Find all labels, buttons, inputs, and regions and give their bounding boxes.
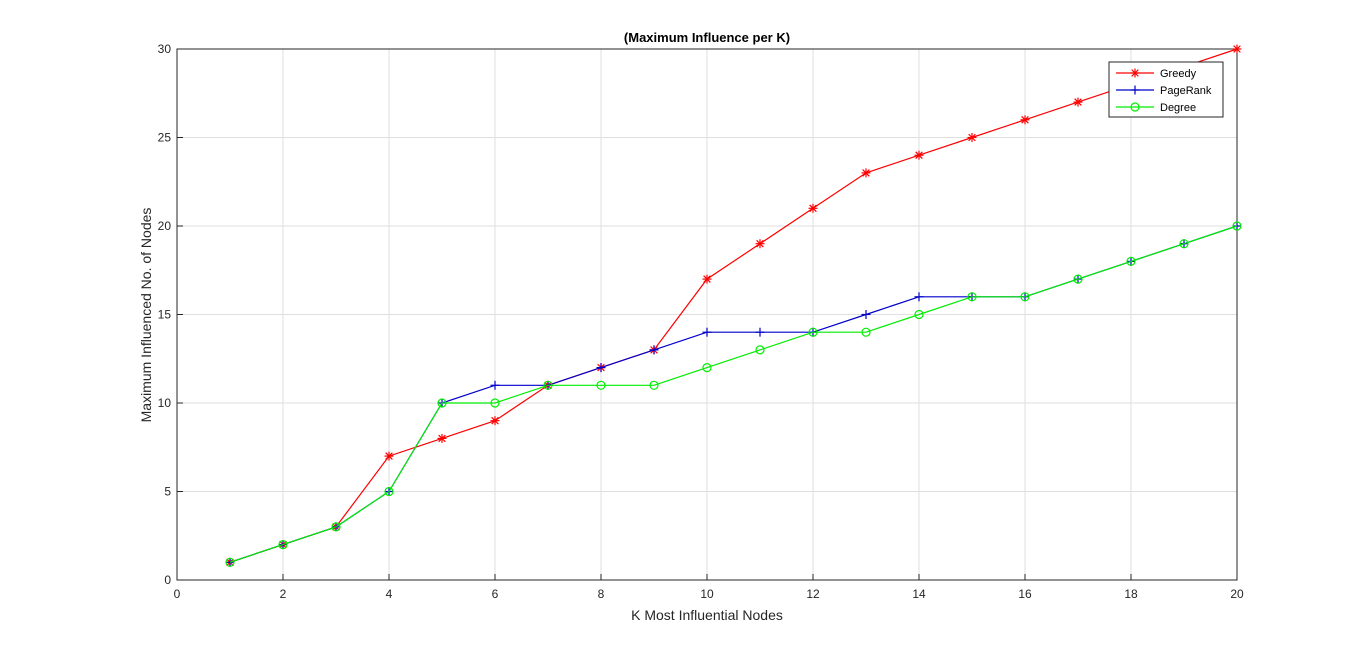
data-point-pagerank bbox=[596, 363, 606, 373]
data-point-degree bbox=[278, 539, 288, 550]
x-tick-label: 2 bbox=[280, 587, 287, 601]
series-layer bbox=[225, 44, 1242, 567]
legend: Greedy PageRank Degree bbox=[1108, 61, 1224, 118]
x-tick-label: 20 bbox=[1230, 587, 1244, 601]
legend-entry-greedy: Greedy bbox=[1116, 68, 1197, 80]
legend-marker bbox=[1130, 85, 1140, 95]
legend-marker bbox=[1130, 68, 1140, 78]
y-tick-label: 0 bbox=[164, 573, 171, 587]
data-point-degree bbox=[1179, 239, 1189, 249]
data-point-pagerank bbox=[702, 327, 712, 337]
y-axis-label: Maximum Influenced No. of Nodes bbox=[138, 208, 154, 423]
legend-label: Degree bbox=[1160, 102, 1196, 114]
data-point-degree bbox=[967, 292, 977, 302]
data-point-pagerank bbox=[861, 310, 871, 319]
legend-entry-pagerank: PageRank bbox=[1116, 85, 1212, 97]
data-point-degree bbox=[437, 398, 447, 408]
data-point-degree bbox=[1020, 292, 1030, 302]
data-point-degree bbox=[914, 309, 924, 320]
y-tick-label: 10 bbox=[158, 396, 172, 410]
data-point-degree bbox=[755, 345, 765, 355]
y-tick-label: 30 bbox=[158, 42, 172, 56]
x-axis-ticks: 0 2 4 6 8 10 12 14 16 18 20 bbox=[174, 574, 1244, 601]
legend-marker bbox=[1130, 102, 1140, 112]
data-point-greedy bbox=[702, 274, 712, 284]
data-point-pagerank bbox=[914, 292, 924, 302]
data-point-greedy bbox=[755, 239, 765, 249]
y-tick-label: 15 bbox=[158, 308, 172, 322]
x-tick-label: 18 bbox=[1124, 587, 1138, 601]
y-tick-label: 20 bbox=[158, 219, 172, 233]
series-greedy bbox=[225, 44, 1242, 567]
x-tick-label: 10 bbox=[700, 587, 714, 601]
x-tick-label: 16 bbox=[1018, 587, 1032, 601]
data-point-degree bbox=[808, 327, 818, 337]
y-axis-ticks: 0 5 10 15 20 25 30 bbox=[158, 42, 183, 587]
data-point-degree bbox=[1073, 274, 1083, 284]
data-point-degree bbox=[543, 380, 553, 390]
data-point-degree bbox=[596, 380, 606, 390]
data-point-degree bbox=[649, 380, 659, 390]
y-tick-label: 25 bbox=[158, 131, 172, 145]
data-point-greedy bbox=[1073, 97, 1083, 107]
series-line-degree bbox=[229, 225, 1238, 563]
data-point-degree bbox=[384, 486, 394, 497]
legend-label: Greedy bbox=[1160, 68, 1197, 80]
legend-label: PageRank bbox=[1160, 85, 1212, 97]
series-line-greedy bbox=[229, 48, 1238, 563]
data-point-degree bbox=[702, 363, 712, 373]
x-tick-label: 6 bbox=[492, 587, 499, 601]
data-point-degree bbox=[1126, 256, 1136, 266]
x-tick-label: 0 bbox=[174, 587, 181, 601]
data-point-degree bbox=[490, 398, 500, 408]
y-tick-label: 5 bbox=[164, 485, 171, 499]
x-tick-label: 8 bbox=[598, 587, 605, 601]
data-point-greedy bbox=[808, 203, 818, 213]
data-point-greedy bbox=[967, 133, 977, 142]
data-point-greedy bbox=[490, 416, 500, 426]
data-point-pagerank bbox=[649, 345, 659, 355]
data-point-greedy bbox=[1020, 115, 1030, 125]
data-point-greedy bbox=[861, 168, 871, 178]
data-point-degree bbox=[225, 557, 235, 567]
data-point-greedy bbox=[1232, 44, 1242, 54]
x-tick-label: 14 bbox=[912, 587, 926, 601]
chart-title: (Maximum Influence per K) bbox=[624, 30, 790, 45]
series-degree bbox=[225, 221, 1242, 567]
legend-entry-degree: Degree bbox=[1116, 102, 1196, 114]
x-tick-label: 4 bbox=[386, 587, 393, 601]
data-point-pagerank bbox=[490, 380, 500, 390]
data-point-greedy bbox=[384, 451, 394, 461]
x-axis-label: K Most Influential Nodes bbox=[631, 607, 783, 623]
data-point-greedy bbox=[437, 433, 447, 443]
data-point-greedy bbox=[914, 150, 924, 160]
data-point-degree bbox=[1232, 221, 1242, 231]
data-point-degree bbox=[331, 522, 341, 532]
series-pagerank bbox=[225, 221, 1242, 567]
data-point-degree bbox=[861, 327, 871, 337]
data-point-pagerank bbox=[755, 327, 765, 337]
x-tick-label: 12 bbox=[806, 587, 820, 601]
grid-lines bbox=[177, 49, 1237, 580]
